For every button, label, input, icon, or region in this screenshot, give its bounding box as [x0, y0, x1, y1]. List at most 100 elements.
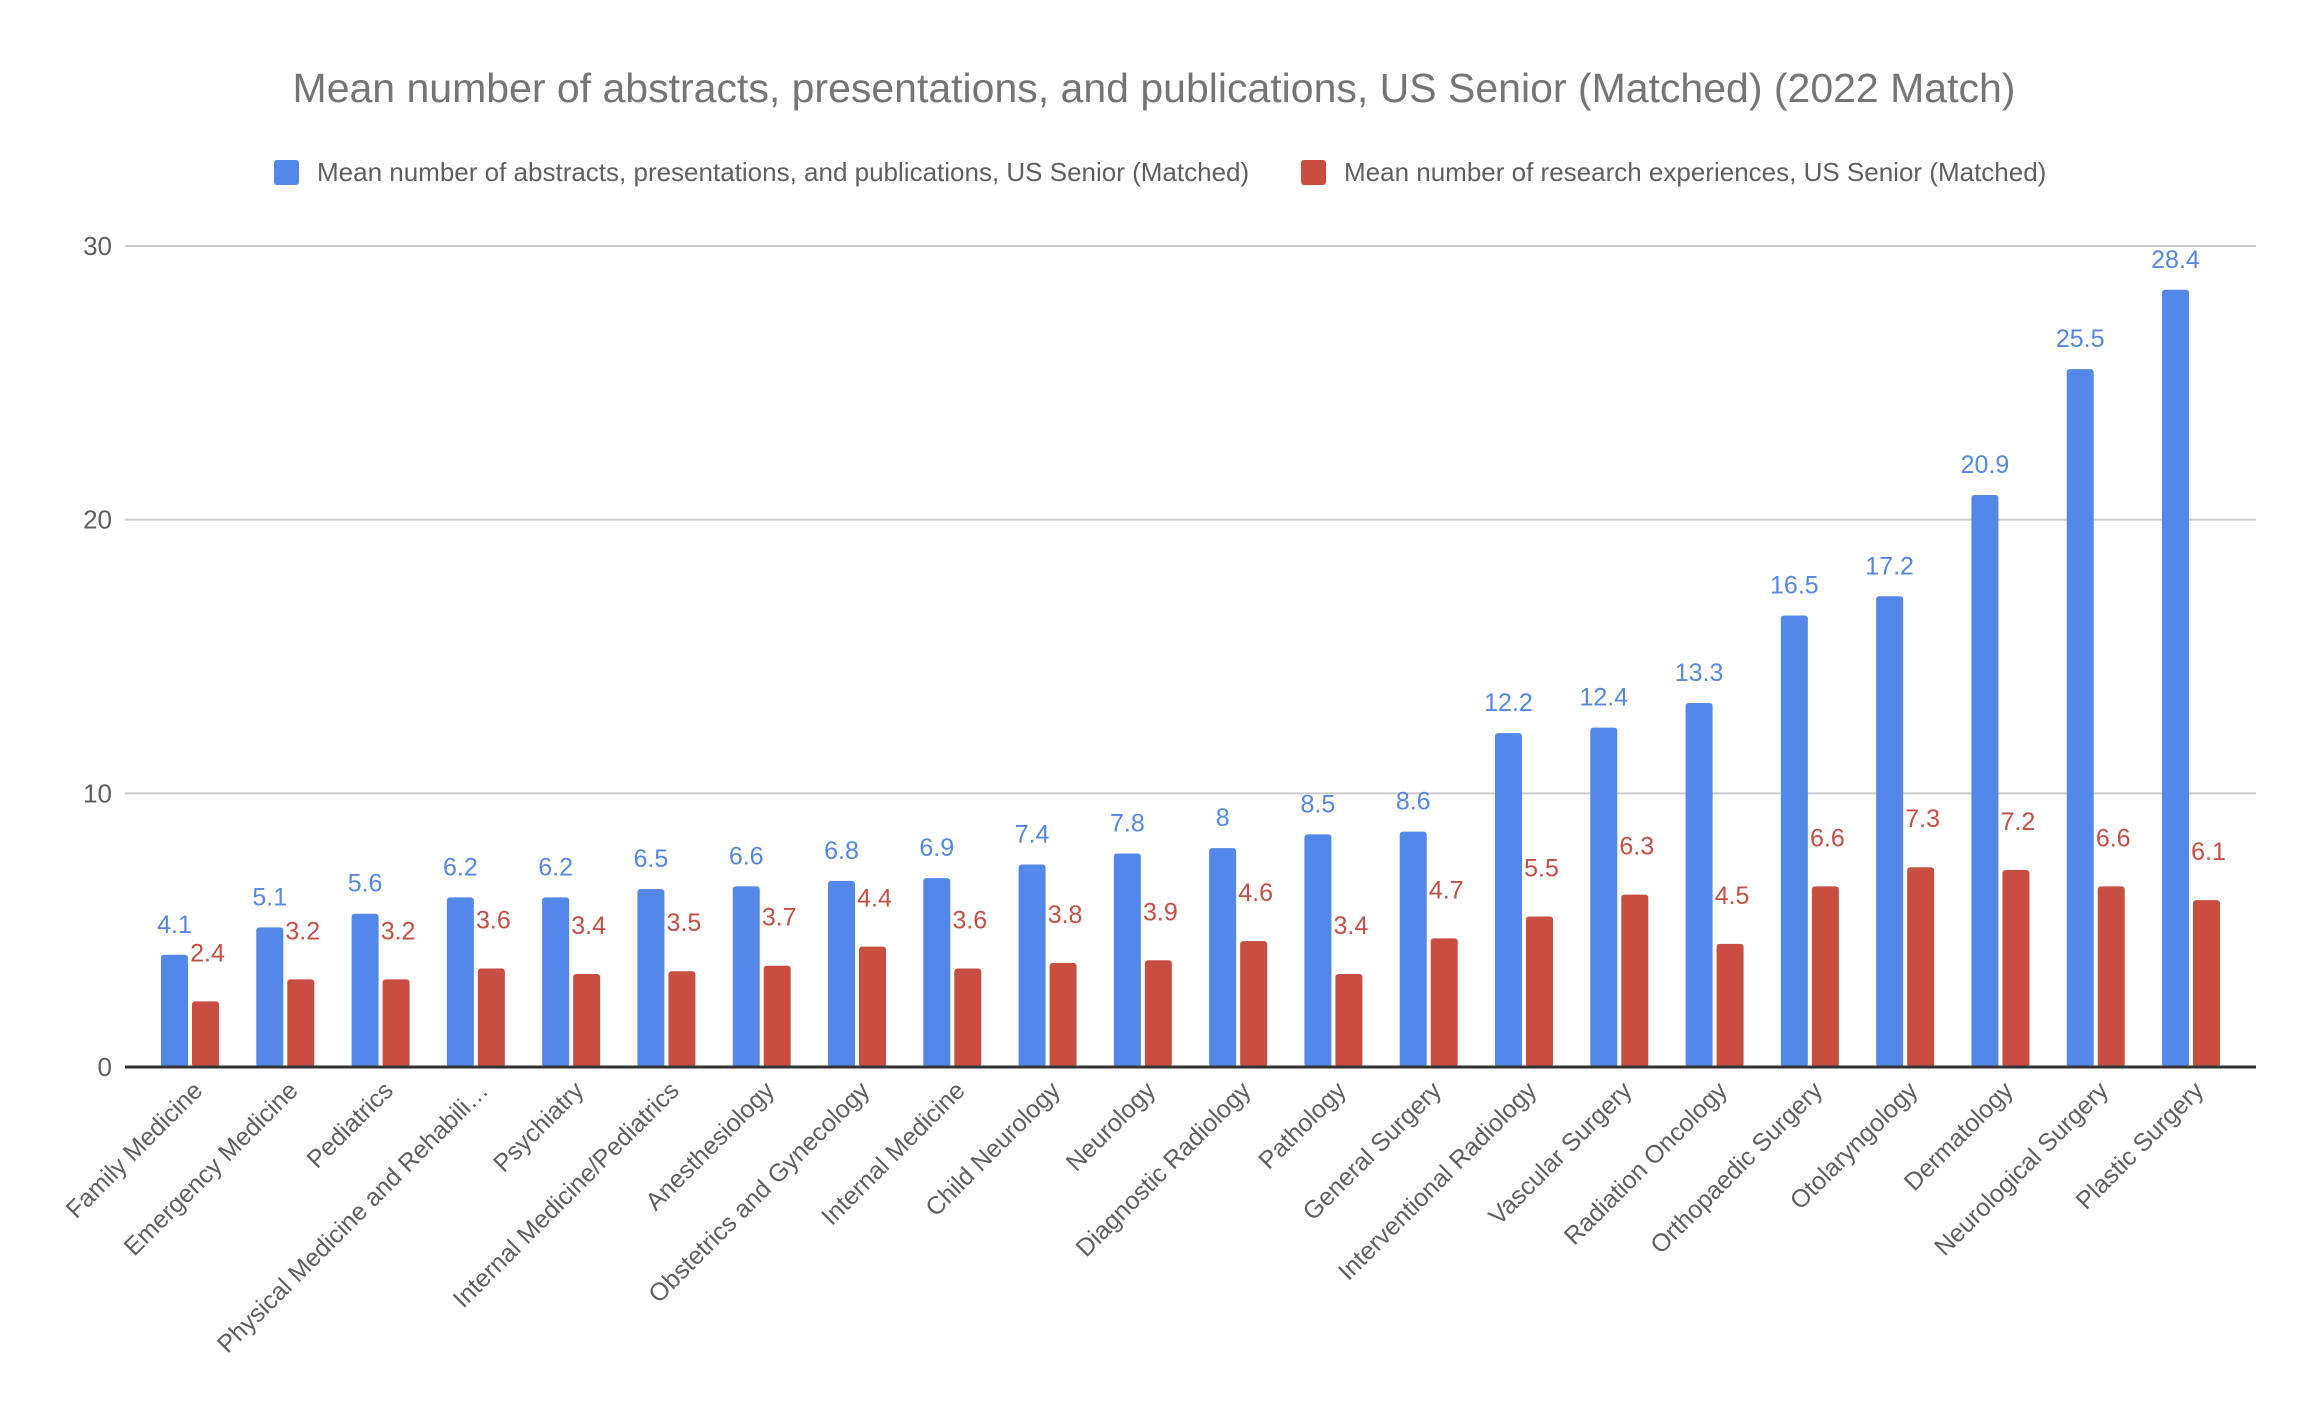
data-label-series-2: 3.2	[381, 917, 416, 945]
bar-series-1	[2066, 369, 2094, 1067]
y-axis-ticks: 0 10 20 30	[83, 231, 112, 1082]
bar-series-1	[1304, 834, 1332, 1067]
bar-series-1	[2162, 289, 2189, 1068]
y-tick-label: 0	[98, 1052, 112, 1082]
x-tick-label: Emergency Medicine	[119, 1076, 304, 1261]
bar-series-2	[1526, 916, 1553, 1067]
data-label-series-1: 25.5	[2056, 325, 2105, 353]
data-label-series-2: 3.6	[476, 906, 511, 934]
bar-series-1	[1399, 831, 1427, 1067]
data-label-series-2: 3.4	[571, 912, 606, 940]
data-label-series-2: 3.6	[952, 906, 987, 934]
bar-series-1	[1971, 495, 1999, 1068]
x-tick-label: Interventional Radiology	[1333, 1076, 1543, 1286]
bar-series-2	[1240, 941, 1268, 1067]
bar-series-1	[256, 927, 284, 1067]
bar-series-2	[1811, 886, 1839, 1067]
data-label-series-2: 5.5	[1524, 854, 1559, 882]
bar-series-1	[923, 878, 951, 1067]
data-label-series-2: 6.1	[2191, 838, 2226, 866]
data-label-series-2: 6.6	[1810, 824, 1845, 852]
legend-swatch-series-1	[274, 160, 299, 185]
data-label-series-1: 12.2	[1484, 689, 1533, 717]
bar-series-2	[1430, 938, 1458, 1067]
data-label-series-2: 3.2	[285, 917, 320, 945]
bar-series-1	[732, 886, 760, 1067]
bar-series-1	[1113, 853, 1141, 1067]
bars	[161, 289, 2220, 1068]
data-label-series-1: 20.9	[1961, 451, 2010, 479]
bar-series-1	[1209, 848, 1237, 1067]
data-label-series-2: 3.5	[667, 909, 702, 937]
bar-series-2	[573, 973, 601, 1067]
x-tick-label: Diagnostic Radiology	[1071, 1076, 1257, 1262]
data-label-series-1: 28.4	[2151, 246, 2200, 274]
bar-series-1	[542, 897, 570, 1067]
data-label-series-1: 6.5	[634, 845, 669, 873]
bar-series-2	[477, 968, 505, 1067]
y-tick-label: 20	[83, 505, 112, 535]
bar-series-2	[763, 965, 791, 1067]
data-label-series-1: 7.8	[1110, 810, 1145, 838]
bar-series-2	[1716, 943, 1744, 1067]
data-label-series-2: 4.4	[857, 885, 892, 913]
data-label-series-1: 7.4	[1015, 820, 1050, 848]
bar-series-2	[954, 968, 982, 1067]
data-label-series-1: 16.5	[1770, 571, 1819, 599]
bar-series-1	[351, 913, 379, 1067]
data-label-series-1: 6.9	[919, 834, 954, 862]
data-label-series-1: 12.4	[1579, 684, 1628, 712]
data-label-series-2: 6.6	[2096, 824, 2131, 852]
x-tick-label: Neurology	[1061, 1076, 1162, 1177]
y-tick-label: 10	[83, 778, 112, 808]
data-label-series-2: 3.7	[762, 904, 797, 932]
data-label-series-1: 8.5	[1301, 790, 1336, 818]
data-label-series-1: 6.8	[824, 837, 859, 865]
data-label-series-2: 3.4	[1334, 912, 1369, 940]
bar-series-1	[1590, 727, 1618, 1067]
bar-series-1	[1685, 703, 1713, 1067]
data-label-series-2: 4.5	[1715, 882, 1750, 910]
bar-series-1	[1495, 733, 1522, 1067]
x-tick-label: Orthopaedic Surgery	[1645, 1076, 1828, 1259]
data-label-series-1: 17.2	[1865, 552, 1914, 580]
data-label-series-1: 6.2	[538, 853, 573, 881]
chart-title: Mean number of abstracts, presentations,…	[293, 65, 2016, 111]
bar-series-2	[2097, 886, 2125, 1067]
data-label-series-1: 6.2	[443, 853, 478, 881]
y-tick-label: 30	[83, 231, 112, 261]
x-tick-label: Psychiatry	[488, 1076, 590, 1178]
bar-series-1	[1780, 615, 1808, 1067]
x-tick-label: Radiation Oncology	[1559, 1076, 1733, 1250]
bar-series-2	[859, 946, 886, 1067]
bar-series-2	[1144, 960, 1172, 1067]
legend-label-series-1: Mean number of abstracts, presentations,…	[317, 157, 1249, 187]
bar-series-1	[1876, 596, 1904, 1067]
data-label-series-1: 5.1	[252, 883, 287, 911]
bar-series-2	[1907, 867, 1935, 1067]
x-tick-label: Neurological Surgery	[1929, 1076, 2114, 1261]
data-label-series-2: 7.2	[2001, 808, 2036, 836]
x-tick-label: Pediatrics	[301, 1076, 398, 1173]
bar-series-2	[192, 1001, 219, 1067]
bar-series-2	[1335, 973, 1363, 1067]
data-label-series-1: 6.6	[729, 842, 764, 870]
bar-series-2	[1049, 963, 1077, 1067]
data-label-series-2: 2.4	[190, 939, 225, 967]
legend-swatch-series-2	[1301, 160, 1326, 185]
data-label-series-2: 3.9	[1143, 898, 1178, 926]
bar-series-1	[446, 897, 474, 1067]
legend-label-series-2: Mean number of research experiences, US …	[1344, 157, 2046, 187]
data-label-series-1: 5.6	[348, 870, 383, 898]
data-label-series-1: 8.6	[1396, 788, 1431, 816]
data-label-series-1: 8	[1216, 804, 1230, 832]
bar-series-1	[1018, 864, 1046, 1067]
bar-series-2	[1621, 894, 1649, 1067]
data-label-series-2: 3.8	[1048, 901, 1083, 929]
data-label-series-2: 4.6	[1238, 879, 1273, 907]
x-tick-label: Pathology	[1253, 1076, 1352, 1175]
data-label-series-1: 4.1	[157, 911, 192, 939]
bar-series-2	[287, 979, 315, 1067]
